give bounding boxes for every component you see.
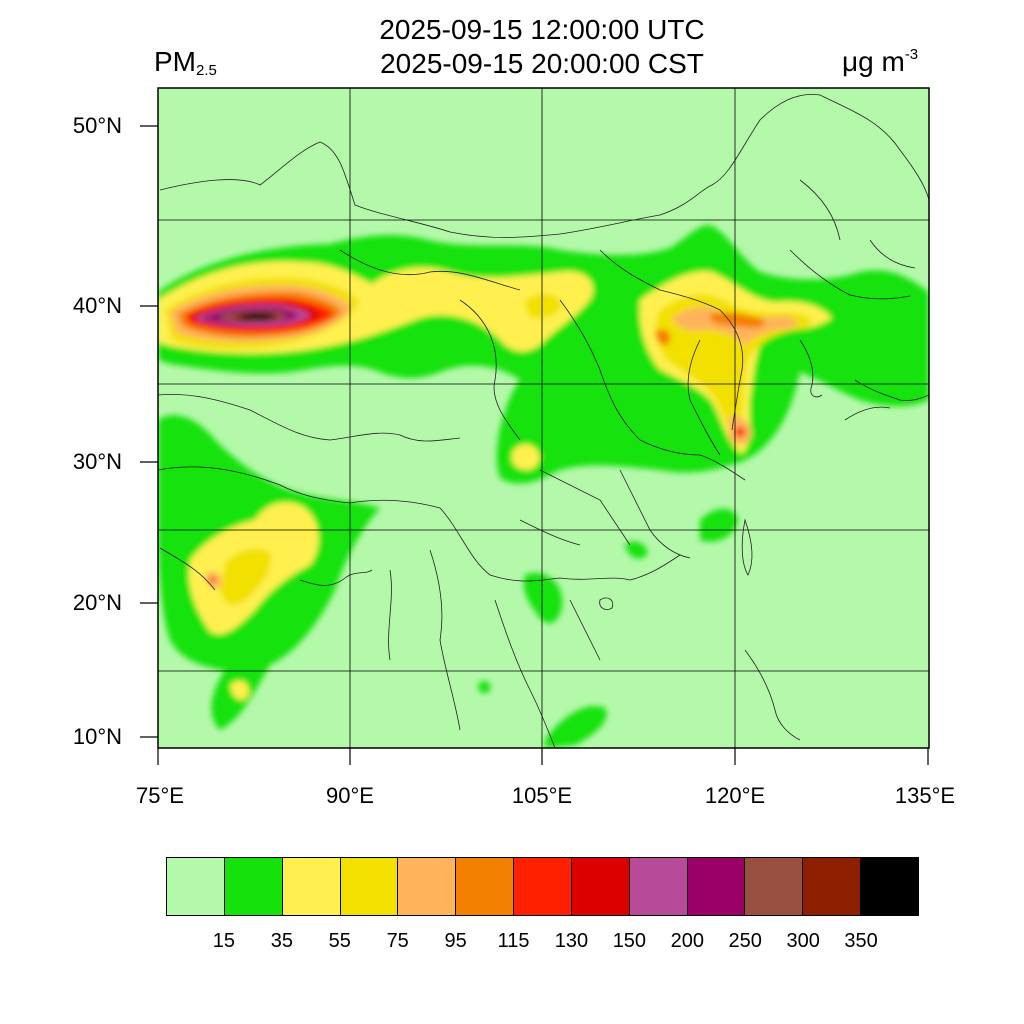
pm-zone-lightorange <box>672 307 797 346</box>
lon-label-75e: 75°E <box>136 783 184 808</box>
lat-label-10n: 10°N <box>72 724 122 749</box>
pm-zone-yellow <box>512 444 540 470</box>
colorbar-segment <box>455 858 514 915</box>
boundaries <box>158 94 929 748</box>
colorbar-label: 35 <box>270 930 293 952</box>
lon-label-90e: 90°E <box>326 783 374 808</box>
variable-label: PM2.5 <box>154 46 217 79</box>
colorbar-segment <box>744 858 803 915</box>
lon-label-120e: 120°E <box>704 783 766 808</box>
colorbar-label: 350 <box>844 930 878 952</box>
colorbar-label: 130 <box>554 930 589 952</box>
pm-zone-red <box>209 577 215 583</box>
pm-zone-green <box>625 541 648 559</box>
colorbar-segment <box>860 858 918 915</box>
colorbar-label: 95 <box>444 930 467 952</box>
colorbar-segment <box>802 858 861 915</box>
colorbar-segment <box>397 858 456 915</box>
title-line-cst: 2025-09-15 20:00:00 CST <box>380 48 704 79</box>
pm-zone-gold <box>525 293 562 319</box>
colorbar <box>166 857 919 916</box>
lat-label-30n: 30°N <box>72 449 122 474</box>
lat-label-20n: 20°N <box>72 590 122 615</box>
lon-label-105e: 105°E <box>511 783 573 808</box>
lon-label-135e: 135°E <box>894 783 956 808</box>
units-label: μg m-3 <box>842 46 918 78</box>
variable-name: PM <box>154 46 196 77</box>
colorbar-segment <box>686 858 745 915</box>
pm-zone-red <box>735 427 745 437</box>
lat-label-50n: 50°N <box>72 113 122 138</box>
pm-zone-green <box>545 706 607 748</box>
colorbar-label: 250 <box>728 930 762 952</box>
colorbar-labels: 15 35 55 75 95 115 130 150 200 250 300 350 <box>0 930 1024 960</box>
units-name: μg m <box>842 46 905 77</box>
colorbar-segment <box>281 858 340 915</box>
colorbar-segment <box>628 858 687 915</box>
colorbar-segment <box>223 858 282 915</box>
pm-zone-orange <box>655 329 671 345</box>
pm-zone-yellow <box>230 680 249 701</box>
colorbar-label: 300 <box>786 930 820 952</box>
colorbar-label: 15 <box>212 930 236 952</box>
colorbar-label: 55 <box>328 930 351 952</box>
pm-zone-gold <box>655 294 812 440</box>
units-superscript: -3 <box>904 46 919 63</box>
map-frame <box>157 87 930 749</box>
pm-zone-black <box>239 313 274 320</box>
colorbar-label: 150 <box>612 930 647 952</box>
lat-label-40n: 40°N <box>72 293 122 318</box>
pm-zone-green <box>523 572 563 624</box>
pm-zone-green <box>700 508 738 542</box>
colorbar-segment <box>570 858 629 915</box>
colorbar-label: 115 <box>497 930 530 952</box>
pm-zone-gold <box>220 548 272 605</box>
colorbar-segment <box>339 858 398 915</box>
pm-zone-orange <box>710 312 766 328</box>
colorbar-segment <box>513 858 571 915</box>
title-line-utc: 2025-09-15 12:00:00 UTC <box>379 14 705 45</box>
colorbar-label: 75 <box>386 930 409 952</box>
colorbar-label: 200 <box>670 930 704 952</box>
pm-zone-green <box>478 681 491 694</box>
variable-subscript: 2.5 <box>196 62 217 79</box>
colorbar-segment <box>167 858 224 915</box>
